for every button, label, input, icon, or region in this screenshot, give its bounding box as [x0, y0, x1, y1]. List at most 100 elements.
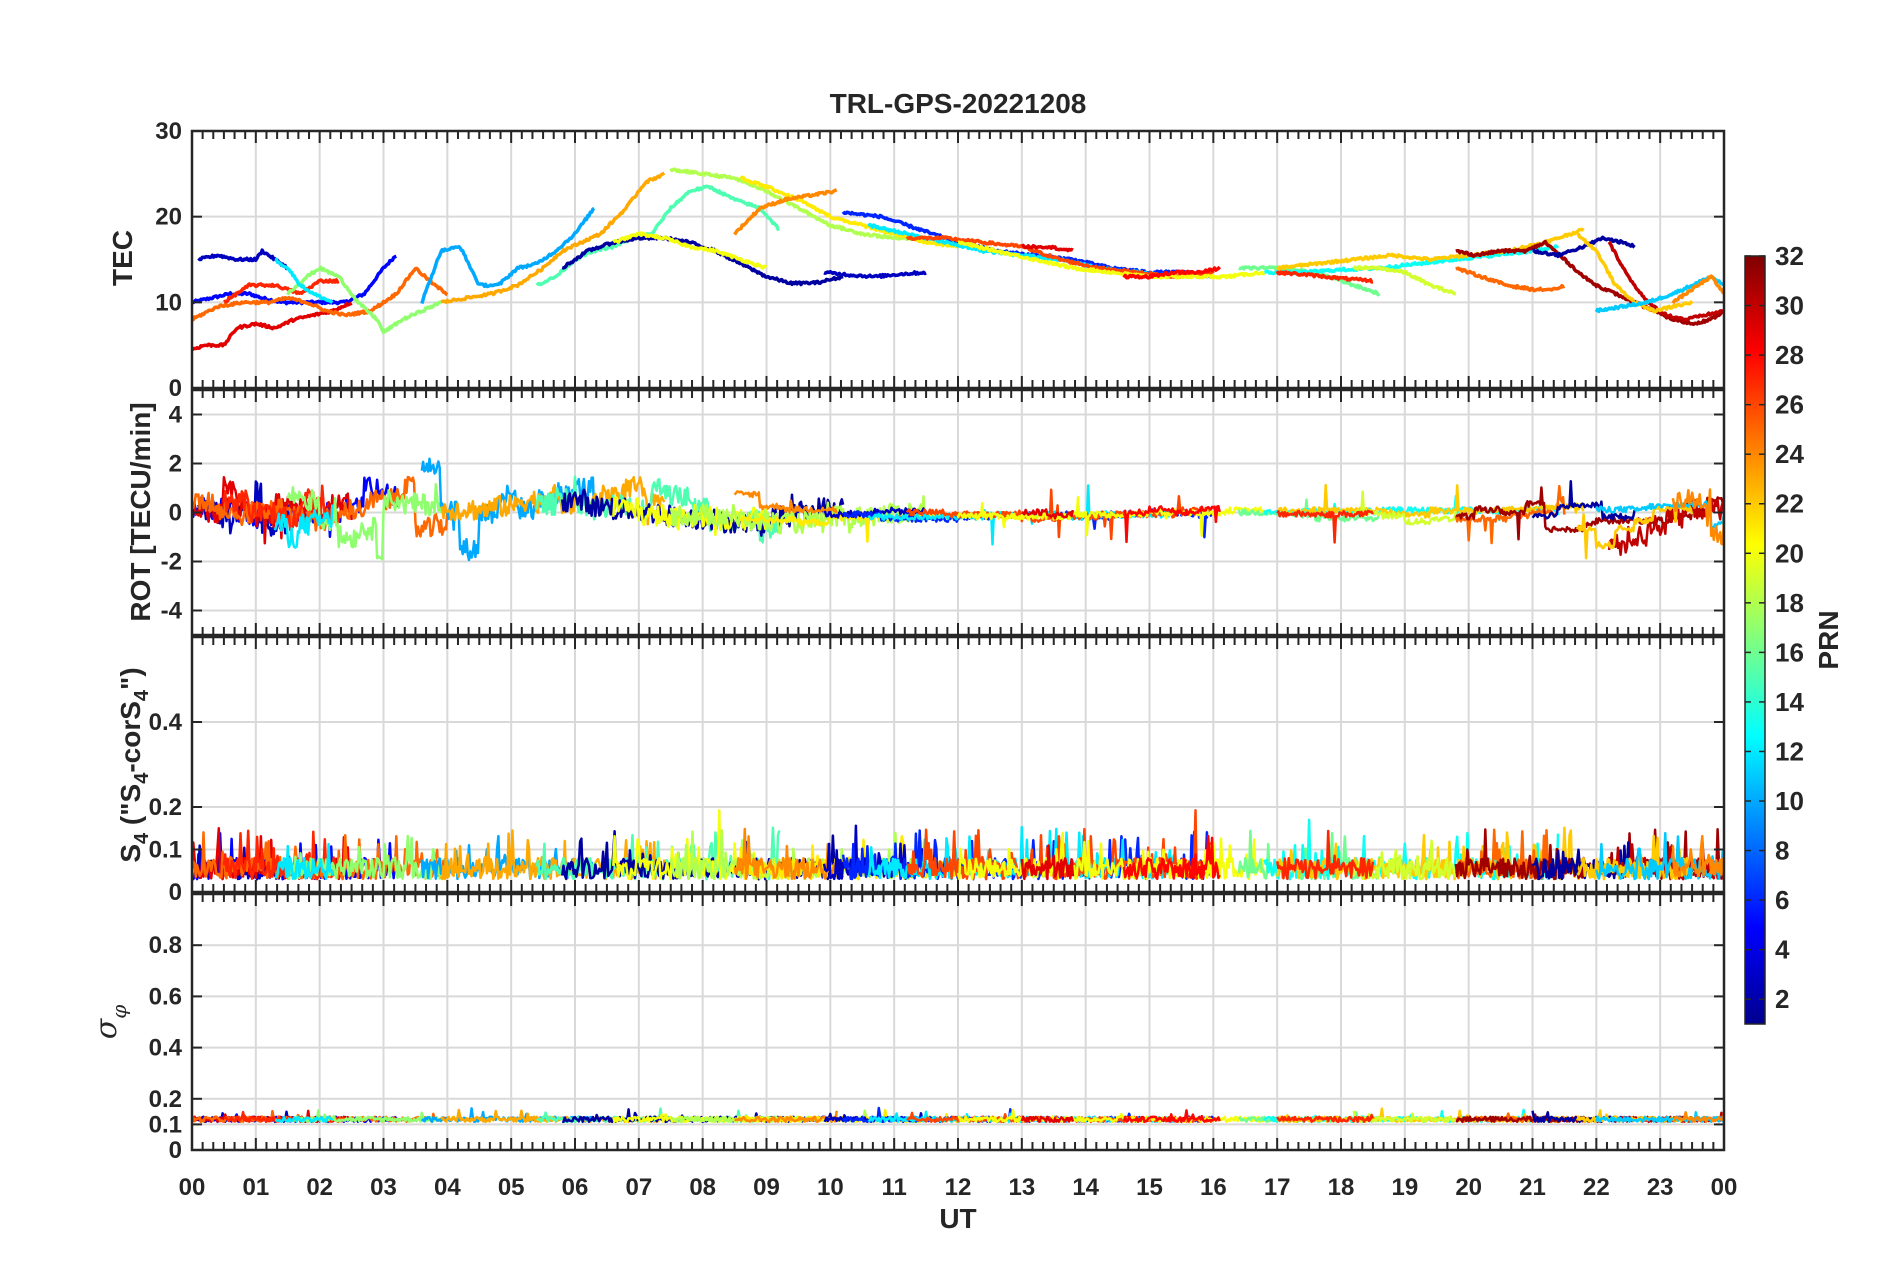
tec-line-prn-27	[223, 278, 340, 304]
x-tick-label: 17	[1264, 1174, 1291, 1201]
rot-line-prn-28	[1122, 504, 1221, 544]
tec-line-prn-18	[669, 167, 928, 242]
rot-line-prn-20	[956, 496, 1266, 537]
sigma-phi-line-prn-27	[1276, 1113, 1375, 1124]
tec-line-prn-28	[1122, 265, 1221, 280]
colorbar-tick-label: 28	[1775, 340, 1804, 370]
y-tick-label: 0.1	[149, 1111, 182, 1138]
y-tick-label: -4	[161, 598, 183, 625]
colorbar-tick-label: 8	[1775, 836, 1789, 866]
tec-line-prn-3	[823, 269, 927, 279]
y-tick-label: 0.4	[149, 709, 183, 736]
tec-line-prn-10	[420, 206, 596, 305]
x-tick-label: 19	[1391, 1174, 1418, 1201]
rot-line-prn-2	[560, 488, 845, 537]
colorbar-tick-label: 26	[1775, 390, 1804, 420]
tec-line-prn-23	[440, 171, 666, 304]
sigma-phi-ylabel: σφ	[89, 1005, 131, 1040]
x-tick-label: 12	[945, 1174, 972, 1201]
chart-title: TRL-GPS-20221208	[830, 88, 1087, 119]
tec-line-prn-20	[957, 240, 1266, 280]
colorbar-tick-label: 16	[1775, 637, 1804, 667]
colorbar	[1744, 255, 1766, 1025]
y-tick-label: 0	[169, 375, 182, 402]
sigma-phi-line-prn-28	[1122, 1109, 1221, 1124]
colorbar-tick-label: 18	[1775, 588, 1804, 618]
x-tick-label: 13	[1008, 1174, 1035, 1201]
y-tick-label: 10	[155, 289, 182, 316]
rot-line-prn-12	[273, 504, 334, 549]
s4-series	[192, 809, 1724, 881]
tec-line-prn-29	[1020, 243, 1074, 253]
tec-line-prn-24	[733, 188, 838, 236]
x-tick-label: 00	[179, 1174, 206, 1201]
y-tick-label: 20	[155, 204, 182, 231]
s4-line-prn-27	[1275, 829, 1375, 881]
y-tick-label: 4	[169, 402, 183, 429]
colorbar-tick-label: 32	[1775, 241, 1804, 271]
colorbar-tick-label: 22	[1775, 489, 1804, 519]
tec-line-prn-25	[1455, 266, 1566, 293]
panel-frame-s4	[190, 635, 1726, 894]
colorbar-tick-label: 10	[1775, 786, 1804, 816]
tick-labels: 0102030-4-202400.10.20.400.10.20.40.60.8…	[149, 118, 1738, 1201]
s4-ylabel: S4 ("S4-corS4")	[115, 667, 153, 862]
tec-line-prn-27	[1275, 270, 1374, 284]
x-axis-label: UT	[939, 1203, 976, 1234]
rot-line-prn-30	[1607, 496, 1724, 556]
sigma-phi-line-prn-24	[1672, 1111, 1724, 1123]
tec-line-prn-20	[612, 231, 768, 270]
y-tick-label: 0.2	[149, 1086, 182, 1113]
rot-series	[192, 457, 1724, 562]
panel-frame-tec	[190, 129, 1726, 390]
s4-line-prn-24	[733, 827, 838, 880]
tec-line-prn-24	[1671, 274, 1724, 305]
rot-line-prn-24	[733, 490, 838, 514]
x-tick-label: 16	[1200, 1174, 1227, 1201]
y-tick-label: 0.1	[149, 837, 182, 864]
colorbar-tick-label: 12	[1775, 736, 1804, 766]
rot-line-prn-27	[1276, 509, 1374, 544]
x-tick-label: 00	[1711, 1174, 1738, 1201]
x-tick-label: 18	[1328, 1174, 1355, 1201]
x-tick-label: 04	[434, 1174, 461, 1201]
rot-line-prn-29	[1021, 508, 1075, 520]
y-tick-label: 0	[169, 879, 182, 906]
x-tick-label: 15	[1136, 1174, 1163, 1201]
y-tick-label: 0.8	[149, 932, 182, 959]
y-tick-label: 0.4	[149, 1035, 183, 1062]
rot-ylabel: ROT [TECU/min]	[125, 402, 156, 621]
tec-line-prn-2	[1532, 235, 1636, 259]
series-layer	[192, 167, 1724, 1124]
colorbar-tick-label: 30	[1775, 291, 1804, 321]
s4-line-prn-29	[1020, 844, 1075, 881]
rot-line-prn-25	[1454, 484, 1566, 545]
x-tick-label: 03	[370, 1174, 397, 1201]
x-tick-label: 08	[689, 1174, 716, 1201]
x-tick-label: 07	[625, 1174, 652, 1201]
colorbar-tick-label: 6	[1775, 885, 1789, 915]
rot-line-prn-17	[286, 482, 443, 561]
tec-line-prn-3	[197, 248, 289, 271]
colorbar-tick-label: 20	[1775, 538, 1804, 568]
x-tick-label: 09	[753, 1174, 780, 1201]
tec-line-prn-21	[739, 175, 959, 249]
colorbar-label: PRN	[1813, 610, 1844, 669]
x-tick-label: 20	[1455, 1174, 1482, 1201]
colorbar-tick-label: 2	[1775, 984, 1789, 1014]
x-tick-label: 14	[1072, 1174, 1099, 1201]
x-tick-label: 10	[817, 1174, 844, 1201]
panel-frame-rot	[190, 388, 1726, 637]
x-tick-label: 06	[562, 1174, 589, 1201]
x-tick-label: 11	[881, 1174, 906, 1201]
sigma-phi-line-prn-24	[733, 1110, 838, 1124]
y-tick-label: 0.6	[149, 983, 182, 1010]
y-tick-label: 0	[169, 1137, 182, 1164]
x-tick-label: 23	[1647, 1174, 1674, 1201]
tec-series	[192, 167, 1724, 352]
tec-ylabel: TEC	[107, 230, 138, 286]
colorbar-tick-label: 24	[1775, 439, 1804, 469]
sigma-phi-line-prn-12	[274, 1115, 334, 1123]
